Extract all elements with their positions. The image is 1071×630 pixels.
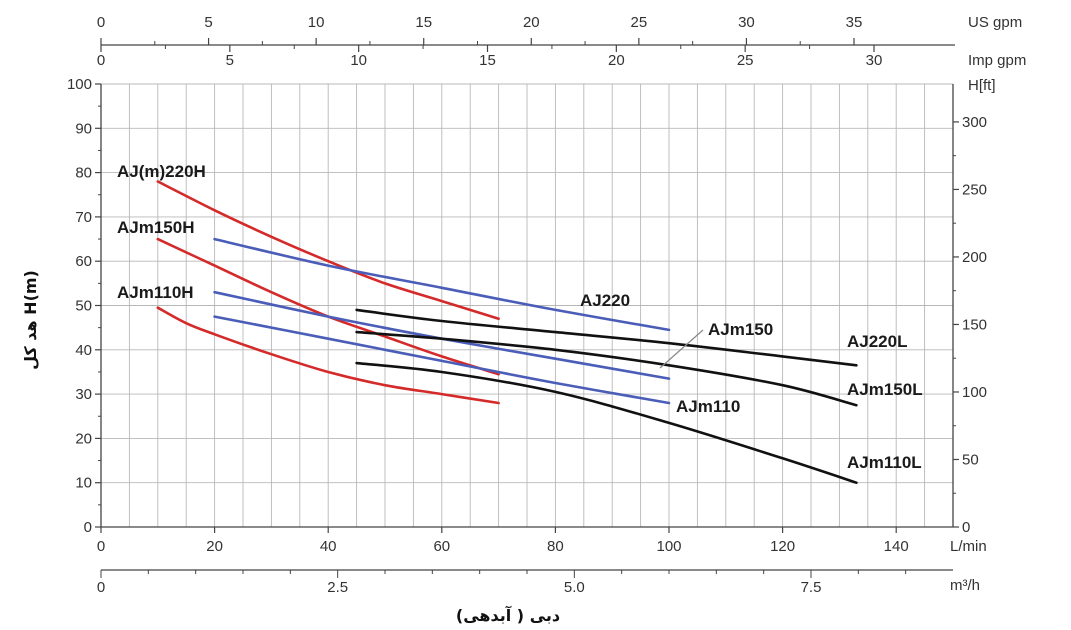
x-imp-gpm-tick-label: 15 [479, 52, 496, 69]
y-left-tick-label: 100 [67, 76, 92, 93]
x-m3h-unit: m³/h [950, 577, 980, 594]
y-right-tick-label: 50 [962, 451, 979, 468]
y-left-tick-label: 60 [75, 253, 92, 270]
curve-aj-m-220h [156, 180, 500, 321]
leader-line-ajm150 [659, 329, 704, 369]
grid [100, 83, 954, 528]
axes: 0102030405060708090100050100150200250300… [67, 14, 1026, 596]
x-us-gpm-tick-label: 35 [846, 14, 863, 31]
x-us-gpm-tick-label: 5 [204, 14, 212, 31]
y-left-tick-label: 40 [75, 342, 92, 359]
curve-ajm110l [355, 361, 858, 484]
x-main-tick-label: 80 [547, 538, 564, 555]
x-us-gpm-tick-label: 30 [738, 14, 755, 31]
x-main-tick-label: 60 [433, 538, 450, 555]
x-us-gpm-tick-label: 10 [308, 14, 325, 31]
series-label-aj220: AJ220 [580, 291, 630, 310]
curve-aj220l [355, 308, 858, 367]
x-imp-gpm-unit: Imp gpm [968, 52, 1026, 69]
y-left-tick-label: 10 [75, 475, 92, 492]
series-label-aj220l: AJ220L [847, 332, 907, 351]
x-us-gpm-tick-label: 0 [97, 14, 105, 31]
series-labels: AJ(m)220H AJm150H AJm110H AJ220 AJm150 AJm110… [117, 162, 923, 472]
x-main-tick-label: 120 [770, 538, 795, 555]
x-main-tick-label: 40 [320, 538, 337, 555]
curve-ajm110 [213, 315, 671, 405]
x-main-tick-label: 20 [206, 538, 223, 555]
x-imp-gpm-tick-label: 25 [737, 52, 754, 69]
x-m3h-tick-label: 0 [97, 579, 105, 596]
x-m3h-tick-label: 2.5 [327, 579, 348, 596]
y-axis-title: H(m) هد کل [21, 270, 40, 370]
x-main-tick-label: 0 [97, 538, 105, 555]
y-left-tick-label: 20 [75, 430, 92, 447]
x-m3h-tick-label: 5.0 [564, 579, 585, 596]
x-m3h-tick-label: 7.5 [801, 579, 822, 596]
series-label-ajm110: AJm110 [676, 397, 740, 416]
y-left-tick-label: 30 [75, 386, 92, 403]
y-right-tick-label: 250 [962, 181, 987, 198]
y-right-tick-label: 200 [962, 249, 987, 266]
x-us-gpm-tick-label: 25 [631, 14, 648, 31]
series-label-aj-m-220h: AJ(m)220H [117, 162, 206, 181]
y-right-tick-label: 100 [962, 384, 987, 401]
series-label-ajm150h: AJm150H [117, 218, 195, 237]
y-left-tick-label: 0 [84, 519, 92, 536]
x-imp-gpm-tick-label: 20 [608, 52, 625, 69]
curves [156, 180, 858, 484]
series-label-ajm150l: AJm150L [847, 380, 923, 399]
y-right-unit: H[ft] [968, 77, 996, 94]
x-us-gpm-tick-label: 15 [415, 14, 432, 31]
x-imp-gpm-tick-label: 0 [97, 52, 105, 69]
curve-ajm110h [156, 306, 500, 405]
series-label-ajm110h: AJm110H [117, 283, 194, 302]
series-label-ajm150: AJm150 [708, 320, 773, 339]
x-imp-gpm-tick-label: 30 [866, 52, 883, 69]
y-left-tick-label: 70 [75, 209, 92, 226]
curve-aj220 [213, 237, 671, 332]
x-imp-gpm-tick-label: 10 [350, 52, 367, 69]
y-left-tick-label: 90 [75, 120, 92, 137]
x-us-gpm-unit: US gpm [968, 14, 1022, 31]
x-axis-title: دبی ( آبدهی) [456, 605, 560, 625]
x-imp-gpm-tick-label: 5 [226, 52, 234, 69]
x-main-tick-label: 100 [656, 538, 681, 555]
curve-ajm150l [355, 330, 858, 407]
y-left-tick-label: 80 [75, 165, 92, 182]
y-right-tick-label: 300 [962, 114, 987, 131]
y-left-tick-label: 50 [75, 298, 92, 315]
x-us-gpm-tick-label: 20 [523, 14, 540, 31]
y-right-tick-label: 0 [962, 519, 970, 536]
x-main-unit: L/min [950, 538, 987, 555]
x-main-tick-label: 140 [884, 538, 909, 555]
series-label-ajm110l: AJm110L [847, 453, 922, 472]
y-right-tick-label: 150 [962, 316, 987, 333]
